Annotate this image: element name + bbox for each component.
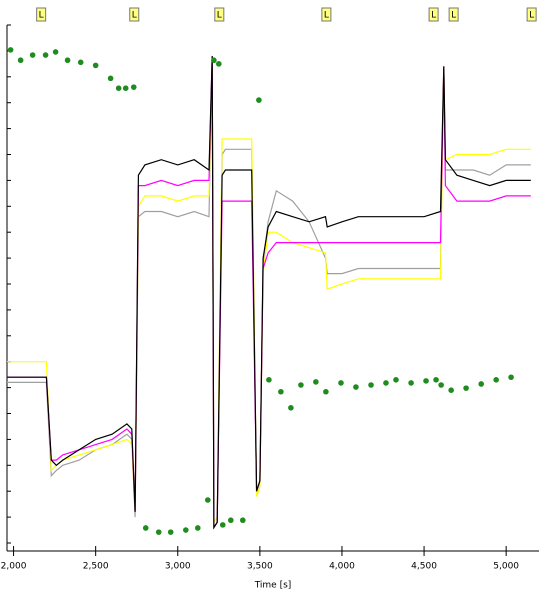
event-marker [214, 7, 225, 22]
x-tick-label: 2,500 [83, 562, 109, 572]
x-tick-label: 5,000 [493, 562, 519, 572]
data-point [115, 85, 122, 91]
data-point [155, 529, 162, 535]
data-point [142, 525, 149, 531]
data-point [338, 380, 344, 386]
data-point [433, 377, 439, 383]
event-marker-label: L [132, 11, 137, 21]
data-point [288, 405, 294, 411]
data-point [266, 377, 272, 383]
data-point [205, 497, 211, 503]
data-point [423, 378, 429, 384]
data-point [353, 384, 359, 390]
data-point [368, 382, 374, 388]
event-marker [129, 7, 140, 22]
event-marker-label: L [431, 11, 436, 21]
data-point [122, 85, 129, 91]
data-point [228, 517, 234, 524]
event-marker [526, 7, 537, 22]
data-point [508, 374, 514, 381]
x-axis-label: Time [s] [254, 581, 292, 591]
event-marker [321, 7, 332, 22]
data-point [77, 59, 84, 66]
data-point [463, 385, 469, 391]
data-point [29, 52, 36, 58]
data-point [219, 522, 226, 528]
event-marker-label: L [217, 11, 222, 21]
data-point [64, 57, 71, 64]
data-point [438, 382, 444, 388]
event-marker-label: L [451, 11, 456, 21]
data-point [211, 57, 217, 64]
data-point [478, 381, 485, 387]
data-point [448, 387, 454, 393]
data-point [42, 52, 49, 58]
data-point [393, 377, 399, 383]
data-point [216, 61, 222, 67]
data-point [313, 379, 319, 385]
data-point [183, 527, 189, 533]
data-point [92, 62, 99, 69]
event-marker [428, 7, 439, 22]
data-point [17, 57, 24, 64]
data-point [256, 97, 262, 103]
data-point [298, 382, 304, 388]
data-point [52, 49, 59, 55]
data-point [130, 84, 137, 90]
event-marker [448, 7, 459, 22]
data-point [278, 388, 284, 395]
data-point [493, 377, 499, 383]
data-point [194, 525, 201, 531]
series-line [7, 56, 531, 530]
x-tick-label: 4,000 [329, 562, 355, 572]
series-line [7, 61, 531, 525]
data-point [383, 380, 389, 386]
data-point [239, 517, 246, 524]
event-marker [36, 7, 47, 22]
event-marker-label: L [529, 11, 534, 21]
data-point [7, 47, 14, 53]
x-tick-label: 4,500 [411, 562, 437, 572]
x-tick-label: 3,500 [247, 562, 273, 572]
x-tick-label: 2,000 [1, 562, 27, 572]
data-point [408, 380, 414, 386]
data-point [107, 75, 114, 82]
event-marker-label: L [39, 11, 44, 21]
data-point [167, 529, 174, 535]
data-point [323, 388, 329, 395]
x-tick-label: 3,000 [165, 562, 191, 572]
event-marker-label: L [324, 11, 329, 21]
